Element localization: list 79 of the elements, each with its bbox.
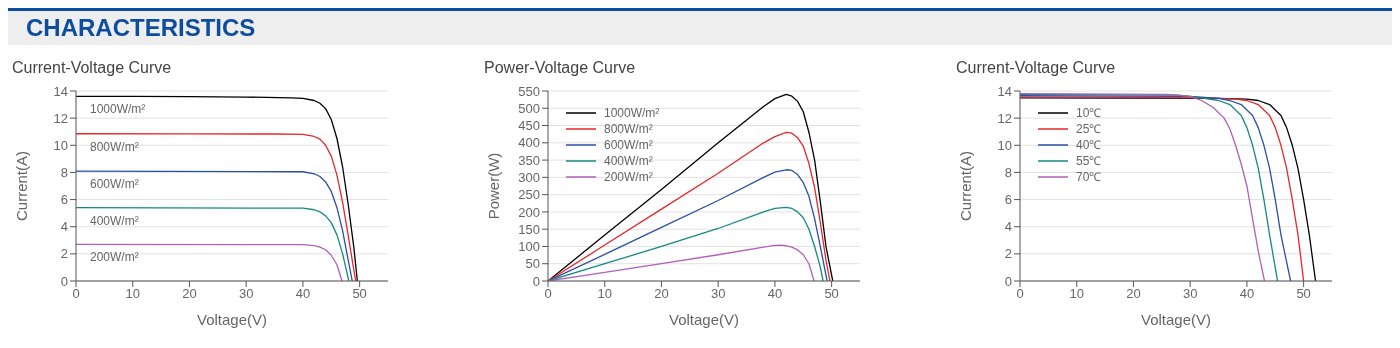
- x-tick-label: 40: [295, 286, 311, 302]
- y-axis-title: Current(A): [957, 150, 975, 222]
- line-series: [76, 207, 350, 281]
- legend-label: 1000W/m²: [604, 105, 660, 121]
- x-tick-label: 50: [824, 286, 839, 302]
- y-tick-label: 250: [518, 187, 540, 203]
- chart-title: Current-Voltage Curve: [12, 59, 173, 78]
- x-tick-label: 30: [238, 286, 254, 302]
- y-tick-label: 0: [532, 273, 540, 289]
- x-tick-label: 20: [182, 286, 197, 302]
- x-tick-label: 10: [125, 286, 140, 302]
- line-series: [548, 131, 831, 281]
- line-series: [76, 95, 359, 281]
- y-tick-label: 500: [518, 100, 540, 116]
- x-tick-label: 20: [1126, 286, 1141, 302]
- x-tick-label: 10: [1069, 286, 1084, 302]
- line-series: [76, 133, 357, 281]
- text: CHARACTERISTICS: [8, 8, 1392, 45]
- series-label: 800W/m²: [90, 139, 139, 154]
- legend-label: 40℃: [1076, 137, 1102, 153]
- legend-label: 200W/m²: [604, 169, 653, 185]
- y-tick-label: 12: [53, 110, 68, 126]
- y-tick-label: 14: [997, 83, 1012, 99]
- x-tick-label: 0: [544, 286, 552, 302]
- x-tick-label: 50: [1296, 286, 1311, 302]
- x-tick-label: 0: [72, 286, 80, 302]
- x-tick-label: 40: [1239, 286, 1255, 302]
- y-tick-label: 0: [60, 273, 68, 289]
- y-tick-label: 550: [518, 83, 540, 99]
- y-tick-label: 6: [60, 192, 68, 208]
- x-tick-label: 30: [1182, 286, 1198, 302]
- y-tick-label: 14: [53, 83, 68, 99]
- y-tick-label: 8: [1004, 165, 1012, 181]
- series-label: 1000W/m²: [90, 102, 146, 117]
- y-tick-label: 200: [518, 204, 540, 220]
- x-axis-title: Voltage(V): [196, 311, 268, 328]
- y-tick-label: 4: [1004, 219, 1012, 235]
- series-label: 200W/m²: [90, 250, 139, 265]
- y-tick-label: 6: [1004, 192, 1012, 208]
- legend-label: 600W/m²: [604, 137, 653, 153]
- x-tick-label: 0: [1016, 286, 1024, 302]
- legend-label: 800W/m²: [604, 121, 653, 137]
- y-tick-label: 100: [518, 239, 540, 255]
- y-tick-label: 10: [997, 137, 1012, 153]
- y-tick-label: 8: [60, 165, 68, 181]
- x-tick-label: 50: [352, 286, 367, 302]
- y-tick-label: 450: [518, 118, 540, 134]
- y-tick-label: 400: [518, 135, 540, 151]
- x-tick-label: 30: [710, 286, 726, 302]
- y-tick-label: 10: [53, 137, 68, 153]
- y-tick-label: 2: [1004, 246, 1012, 262]
- y-axis-title: Current(A): [13, 150, 31, 222]
- x-axis-title: Voltage(V): [1140, 311, 1212, 328]
- y-tick-label: 12: [997, 110, 1012, 126]
- y-tick-label: 0: [1004, 273, 1012, 289]
- y-tick-label: 50: [525, 256, 540, 272]
- x-axis-title: Voltage(V): [668, 311, 740, 328]
- y-tick-label: 150: [518, 221, 540, 237]
- legend-label: 55℃: [1076, 153, 1102, 169]
- x-tick-label: 20: [654, 286, 669, 302]
- y-tick-label: 350: [518, 152, 540, 168]
- line-series: [548, 169, 828, 281]
- x-tick-label: 10: [597, 286, 612, 302]
- series-label: 400W/m²: [90, 213, 139, 228]
- line-series: [76, 170, 353, 281]
- line-series: [76, 243, 343, 281]
- legend-label: 10℃: [1076, 105, 1102, 121]
- chart-title: Power-Voltage Curve: [484, 59, 637, 78]
- chart-title: Current-Voltage Curve: [956, 59, 1117, 78]
- legend-label: 70℃: [1076, 169, 1102, 185]
- y-axis-title: Power(W): [485, 152, 503, 220]
- x-tick-label: 40: [767, 286, 783, 302]
- legend-label: 400W/m²: [604, 153, 653, 169]
- y-tick-label: 300: [518, 169, 540, 185]
- legend-label: 25℃: [1076, 121, 1102, 137]
- y-tick-label: 2: [60, 246, 68, 262]
- series-label: 600W/m²: [90, 177, 139, 192]
- y-tick-label: 4: [60, 219, 68, 235]
- line-series: [548, 206, 824, 281]
